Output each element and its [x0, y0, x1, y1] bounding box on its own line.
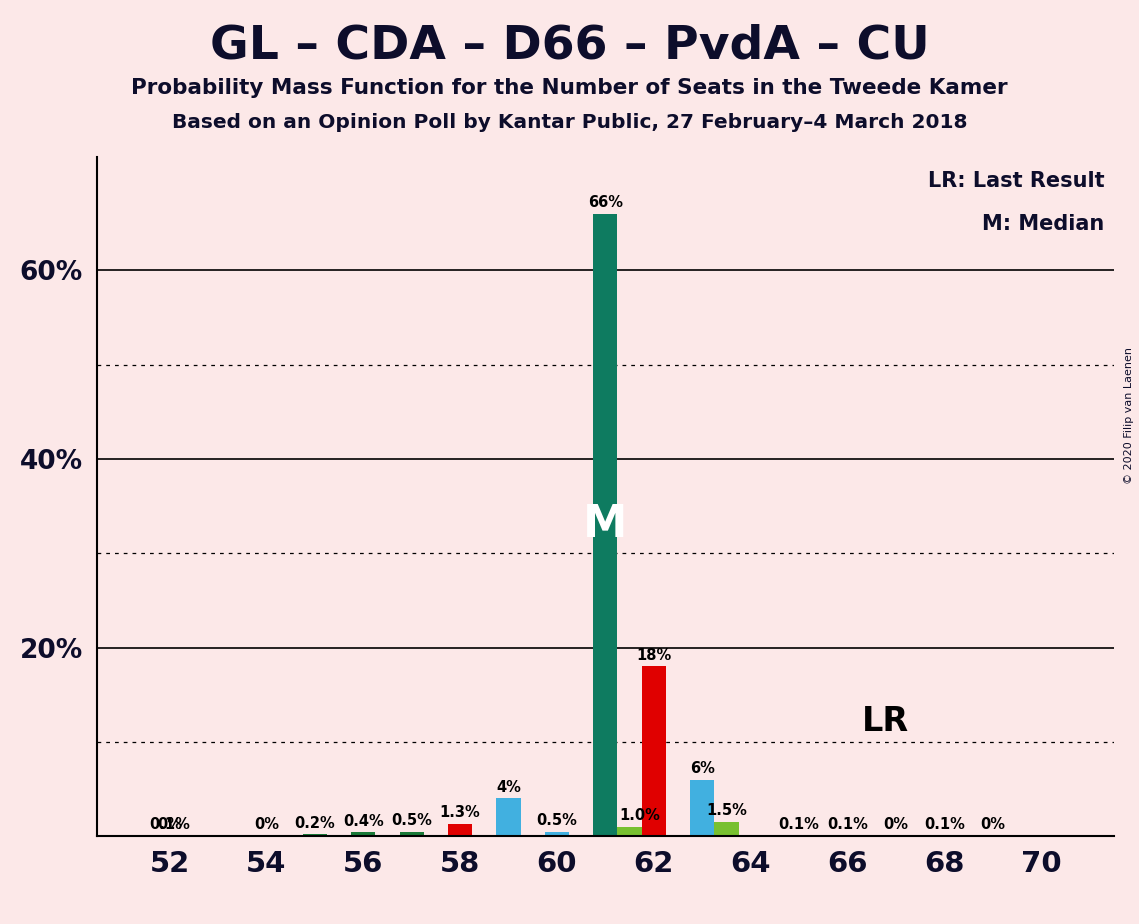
Text: 1.3%: 1.3% [440, 805, 481, 821]
Text: Probability Mass Function for the Number of Seats in the Tweede Kamer: Probability Mass Function for the Number… [131, 78, 1008, 98]
Text: 0%: 0% [981, 818, 1006, 833]
Text: Based on an Opinion Poll by Kantar Public, 27 February–4 March 2018: Based on an Opinion Poll by Kantar Publi… [172, 113, 967, 132]
Bar [400, 832, 424, 836]
Text: 0.5%: 0.5% [391, 813, 432, 828]
Bar [544, 832, 570, 836]
Text: M: Median: M: Median [982, 213, 1104, 234]
Text: 18%: 18% [637, 648, 671, 663]
Bar [206, 835, 230, 836]
Text: 0.1%: 0.1% [779, 817, 820, 832]
Bar [690, 780, 714, 836]
Text: 0.5%: 0.5% [536, 813, 577, 828]
Bar [303, 834, 327, 836]
Text: 0%: 0% [884, 818, 909, 833]
Text: 0.1%: 0.1% [924, 817, 965, 832]
Text: © 2020 Filip van Laenen: © 2020 Filip van Laenen [1124, 347, 1133, 484]
Bar [617, 827, 641, 836]
Text: 0%: 0% [254, 818, 279, 833]
Text: 1.5%: 1.5% [706, 803, 747, 819]
Text: 0.2%: 0.2% [294, 816, 335, 831]
Bar [351, 833, 376, 836]
Text: 0.4%: 0.4% [343, 814, 384, 829]
Text: 6%: 6% [690, 760, 714, 776]
Bar [593, 213, 617, 836]
Text: 0.1%: 0.1% [149, 817, 190, 832]
Bar [714, 822, 738, 836]
Bar [448, 824, 473, 836]
Text: 4%: 4% [497, 780, 521, 795]
Bar [835, 835, 860, 836]
Text: 0%: 0% [157, 818, 182, 833]
Text: LR: LR [862, 705, 909, 738]
Text: 1.0%: 1.0% [618, 808, 659, 823]
Bar [787, 835, 811, 836]
Text: 0.1%: 0.1% [827, 817, 868, 832]
Text: GL – CDA – D66 – PvdA – CU: GL – CDA – D66 – PvdA – CU [210, 23, 929, 68]
Bar [933, 835, 957, 836]
Bar [497, 798, 521, 836]
Text: M: M [583, 504, 628, 546]
Text: LR: Last Result: LR: Last Result [927, 171, 1104, 191]
Bar [641, 666, 666, 836]
Text: 66%: 66% [588, 195, 623, 210]
